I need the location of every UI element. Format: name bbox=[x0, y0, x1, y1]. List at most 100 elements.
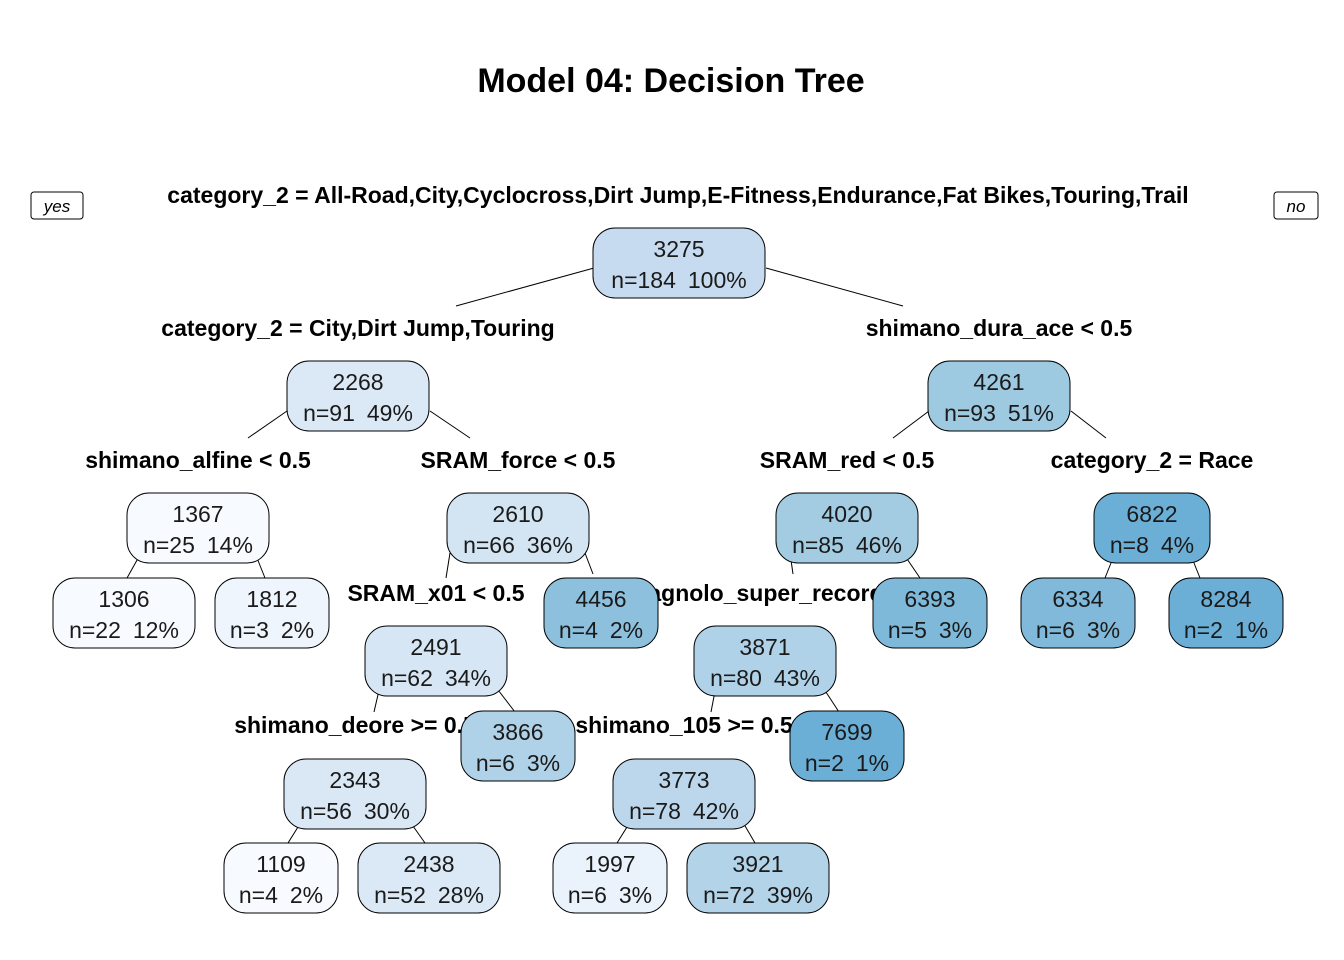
node-value: 1109 bbox=[256, 851, 305, 877]
node-value: 3871 bbox=[739, 634, 790, 660]
node-n: n=85 bbox=[792, 532, 844, 558]
node-n: n=93 bbox=[944, 400, 996, 426]
node-pct: 36% bbox=[527, 532, 573, 558]
tree-node-n48: 1997 n=6 3% bbox=[552, 842, 668, 914]
node-box bbox=[283, 758, 427, 830]
split-label-n5: SRAM_force < 0.5 bbox=[421, 447, 616, 473]
node-pct: 46% bbox=[856, 532, 902, 558]
node-value: 3866 bbox=[492, 719, 543, 745]
node-box bbox=[460, 710, 576, 782]
node-n: n=72 bbox=[703, 882, 755, 908]
node-n: n=184 bbox=[611, 267, 676, 293]
node-n: n=2 bbox=[1184, 617, 1223, 643]
node-count: n=6 3% bbox=[476, 750, 560, 776]
tree-node-n12: 3871 n=80 43% bbox=[693, 625, 837, 697]
node-n: n=2 bbox=[805, 750, 844, 776]
tree-edge bbox=[765, 267, 904, 307]
node-value: 7699 bbox=[821, 719, 872, 745]
node-pct: 3% bbox=[1087, 617, 1120, 643]
tree-node-n49: 3921 n=72 39% bbox=[686, 842, 830, 914]
node-n: n=4 bbox=[559, 617, 598, 643]
node-count: n=25 14% bbox=[143, 532, 253, 558]
node-count: n=2 1% bbox=[1184, 617, 1268, 643]
node-count: n=3 2% bbox=[230, 617, 314, 643]
node-value: 2438 bbox=[403, 851, 454, 877]
node-n: n=66 bbox=[463, 532, 515, 558]
node-box bbox=[872, 577, 988, 649]
node-count: n=80 43% bbox=[710, 665, 820, 691]
yes-no-legend: yes no bbox=[30, 191, 1319, 220]
tree-node-n6: 4020 n=85 46% bbox=[775, 492, 919, 564]
tree-node-n24: 3773 n=78 42% bbox=[612, 758, 756, 830]
node-count: n=6 3% bbox=[1036, 617, 1120, 643]
tree-node-n10: 2491 n=62 34% bbox=[364, 625, 508, 697]
node-n: n=62 bbox=[381, 665, 433, 691]
node-box bbox=[543, 577, 659, 649]
split-label-n10: SRAM_x01 < 0.5 bbox=[347, 580, 524, 606]
node-count: n=78 42% bbox=[629, 798, 739, 824]
node-box bbox=[1020, 577, 1136, 649]
node-box bbox=[223, 842, 339, 914]
yes-label: yes bbox=[43, 197, 71, 216]
node-count: n=93 51% bbox=[944, 400, 1054, 426]
tree-node-n14: 6334 n=6 3% bbox=[1020, 577, 1136, 649]
node-n: n=25 bbox=[143, 532, 195, 558]
tree-edge bbox=[445, 552, 451, 579]
node-value: 2491 bbox=[410, 634, 461, 660]
node-count: n=4 2% bbox=[559, 617, 643, 643]
node-value: 2343 bbox=[329, 767, 380, 793]
node-value: 8284 bbox=[1200, 586, 1251, 612]
tree-node-n9: 1812 n=3 2% bbox=[214, 577, 330, 649]
split-label-n2: category_2 = City,Dirt Jump,Touring bbox=[161, 315, 554, 341]
node-count: n=52 28% bbox=[374, 882, 484, 908]
node-value: 1812 bbox=[246, 586, 297, 612]
node-pct: 1% bbox=[856, 750, 889, 776]
node-box bbox=[927, 360, 1071, 432]
node-pct: 3% bbox=[527, 750, 560, 776]
node-count: n=2 1% bbox=[805, 750, 889, 776]
node-box bbox=[126, 492, 270, 564]
node-n: n=8 bbox=[1110, 532, 1149, 558]
node-pct: 34% bbox=[445, 665, 491, 691]
node-n: n=56 bbox=[300, 798, 352, 824]
node-box bbox=[693, 625, 837, 697]
tree-node-n11: 4456 n=4 2% bbox=[543, 577, 659, 649]
node-count: n=62 34% bbox=[381, 665, 491, 691]
node-pct: 3% bbox=[619, 882, 652, 908]
node-count: n=5 3% bbox=[888, 617, 972, 643]
node-pct: 43% bbox=[774, 665, 820, 691]
node-n: n=6 bbox=[568, 882, 607, 908]
node-count: n=22 12% bbox=[69, 617, 179, 643]
node-value: 1306 bbox=[98, 586, 149, 612]
tree-node-n8: 1306 n=22 12% bbox=[52, 577, 196, 649]
tree-edge bbox=[455, 267, 595, 307]
node-pct: 4% bbox=[1161, 532, 1194, 558]
node-n: n=3 bbox=[230, 617, 269, 643]
node-count: n=85 46% bbox=[792, 532, 902, 558]
node-pct: 1% bbox=[1235, 617, 1268, 643]
tree-node-n3: 4261 n=93 51% bbox=[927, 360, 1071, 432]
tree-edge bbox=[429, 410, 471, 439]
node-box bbox=[286, 360, 430, 432]
tree-node-n2: 2268 n=91 49% bbox=[286, 360, 430, 432]
node-value: 1367 bbox=[172, 501, 223, 527]
node-count: n=72 39% bbox=[703, 882, 813, 908]
node-box bbox=[1093, 492, 1211, 564]
tree-node-n7: 6822 n=8 4% bbox=[1093, 492, 1211, 564]
split-label-n20: shimano_deore >= 0.5 bbox=[234, 712, 476, 738]
tree-node-n41: 2438 n=52 28% bbox=[357, 842, 501, 914]
node-value: 4020 bbox=[821, 501, 872, 527]
node-box bbox=[364, 625, 508, 697]
split-label-n7: category_2 = Race bbox=[1051, 447, 1254, 473]
tree-edge bbox=[1070, 410, 1107, 439]
node-pct: 2% bbox=[610, 617, 643, 643]
node-count: n=184 100% bbox=[611, 267, 746, 293]
split-label-n24: shimano_105 >= 0.5 bbox=[575, 712, 793, 738]
tree-node-root: 3275 n=184 100% bbox=[592, 227, 766, 299]
chart-title: Model 04: Decision Tree bbox=[477, 62, 864, 100]
split-label-root: category_2 = All-Road,City,Cyclocross,Di… bbox=[167, 182, 1188, 208]
node-n: n=91 bbox=[303, 400, 355, 426]
node-value: 3275 bbox=[653, 236, 704, 262]
node-n: n=5 bbox=[888, 617, 927, 643]
node-value: 6822 bbox=[1126, 501, 1177, 527]
